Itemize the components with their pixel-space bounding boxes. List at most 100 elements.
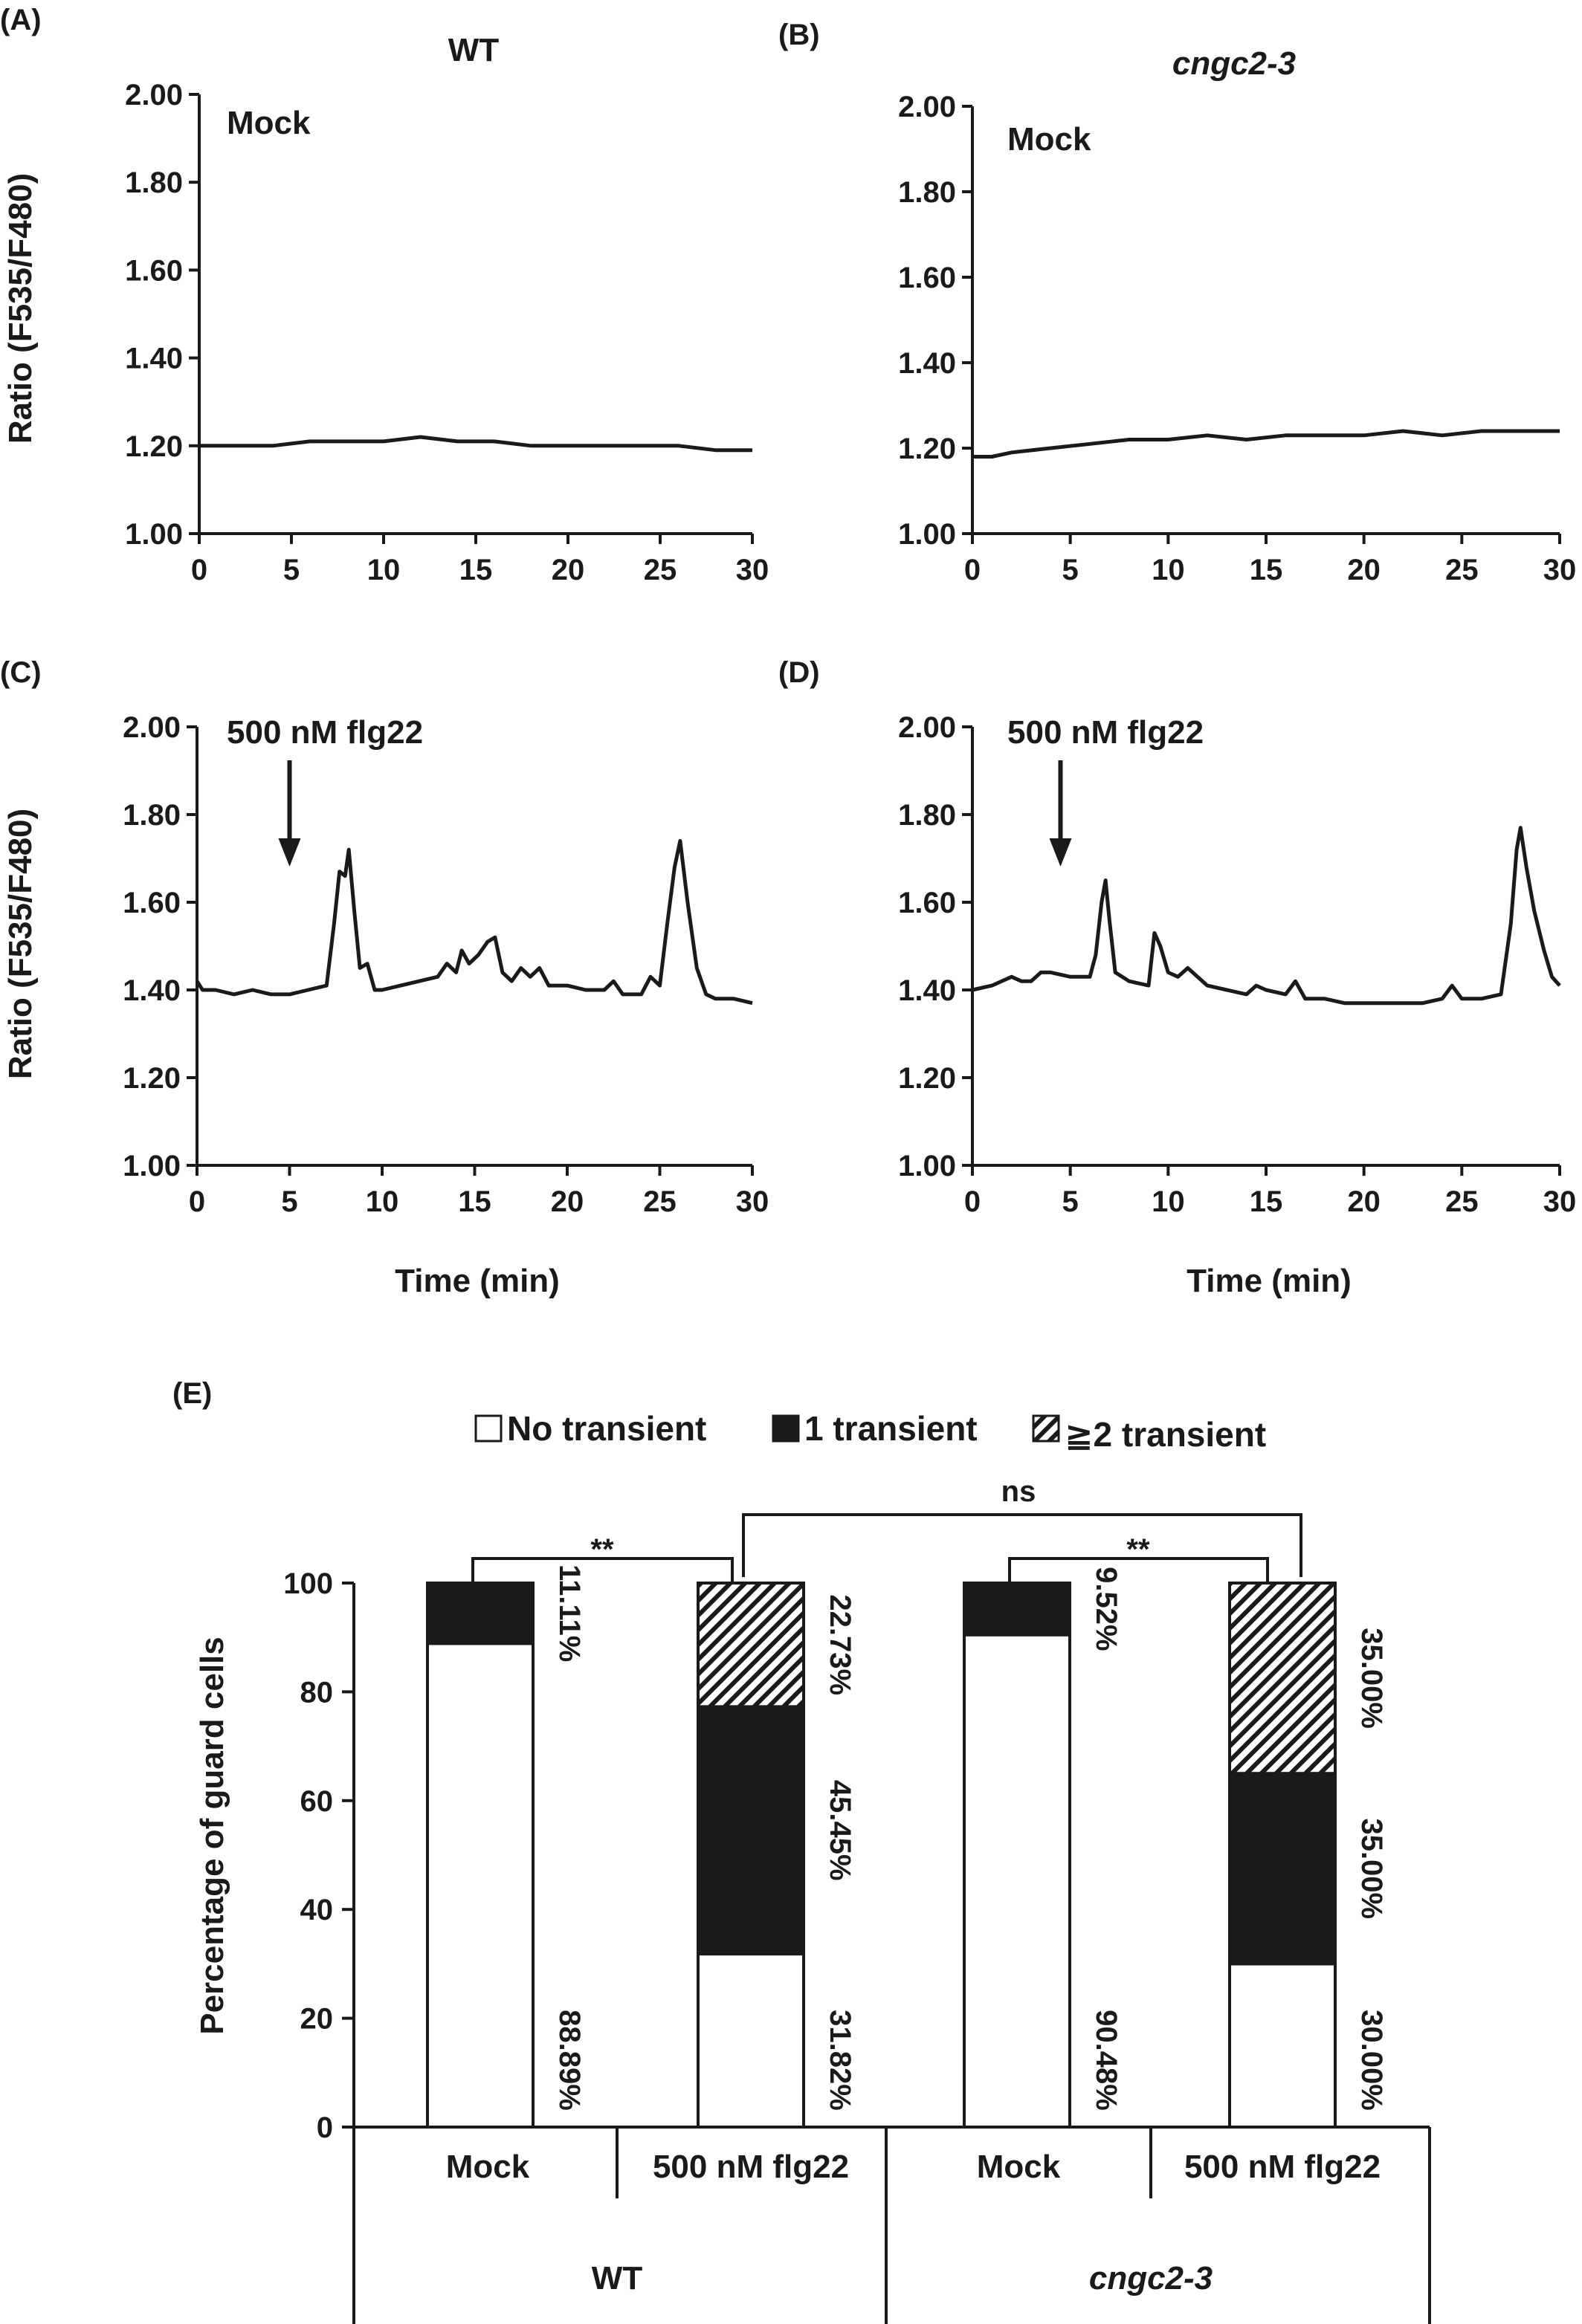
- y-tick-label: 80: [300, 1676, 334, 1709]
- panel-b: (B) cngc2-3 Mock 1.00 1.20 1.40 1.60 1.80 2.0…: [778, 19, 1576, 586]
- y-tick-label: 1.20: [123, 1062, 181, 1095]
- sig-label-cngc: **: [1126, 1533, 1150, 1566]
- bar-segment-1-transient: [963, 1582, 1071, 1637]
- panel-annotation: 500 nM flg22: [227, 714, 423, 751]
- x-axis-label: Time (min): [395, 1263, 560, 1299]
- x-tick-label: 15: [458, 1185, 491, 1218]
- y-tick-label: 60: [300, 1785, 334, 1818]
- x-tick-label: 0: [964, 1185, 981, 1218]
- percent-label: 90.48%: [1090, 2010, 1123, 2111]
- x-tick-label: 10: [366, 1185, 399, 1218]
- y-tick-label: 1.40: [898, 974, 956, 1007]
- percent-label: 22.73%: [824, 1594, 856, 1695]
- y-tick-label: 1.80: [123, 799, 181, 832]
- percent-label: 35.00%: [1355, 1818, 1388, 1919]
- x-ticks: 0 5 10 15 20 25 30: [191, 534, 769, 586]
- condition-label: Mock: [977, 2149, 1061, 2185]
- x-tick-label: 0: [191, 554, 207, 586]
- legend-label-no-transient: No transient: [507, 1409, 706, 1448]
- x-tick-label: 20: [551, 1185, 584, 1218]
- x-tick-label: 20: [552, 554, 585, 586]
- y-ticks: 0 20 40 60 80 100: [283, 1567, 354, 2144]
- panel-letter: (D): [778, 656, 820, 689]
- percent-label: 31.82%: [824, 2010, 856, 2111]
- x-tick-label: 20: [1347, 1185, 1381, 1218]
- panel-letter: (A): [0, 4, 42, 36]
- y-tick-label: 1.40: [898, 347, 956, 380]
- y-tick-label: 1.20: [898, 1062, 956, 1095]
- y-tick-label: 1.80: [898, 799, 956, 832]
- y-tick-label: 40: [300, 1894, 334, 1926]
- ratio-trace: [199, 435, 752, 453]
- axes: [198, 94, 752, 535]
- bar-segment-no-transient: [697, 1952, 805, 2129]
- bar-segment-1-transient: [426, 1582, 535, 1645]
- panel-letter: (E): [172, 1377, 212, 1410]
- bar-segment-2-transient: [697, 1582, 805, 1709]
- percent-label: 88.89%: [553, 2010, 586, 2111]
- panel-e: (E) No transient 1 transient ≧2 transien…: [172, 1377, 1431, 2324]
- stacked-bars: [426, 1582, 1337, 2129]
- y-axis-label: Ratio (F535/F480): [2, 809, 39, 1079]
- panel-a: (A) WT Mock Ratio (F535/F480) 1.001.201.…: [0, 4, 769, 586]
- y-tick-label: 1.80: [898, 176, 956, 209]
- y-tick-label: 1.00: [898, 518, 956, 551]
- x-ticks: 0 5 10 15 20 25 30: [964, 1165, 1576, 1218]
- bar-segment-1-transient: [1228, 1772, 1337, 1966]
- y-tick-label: 100: [283, 1567, 333, 1600]
- x-tick-label: 25: [643, 1185, 677, 1218]
- x-tick-label: 15: [1250, 1185, 1283, 1218]
- panel-annotation: Mock: [227, 105, 311, 141]
- x-tick-label: 10: [1152, 1185, 1185, 1218]
- x-tick-label: 25: [644, 554, 677, 586]
- percent-labels: 88.89% 11.11% 31.82% 45.45% 22.73% 90.48% 9.52…: [553, 1564, 1388, 2111]
- legend-swatch-2-transient: [1032, 1414, 1060, 1443]
- ratio-trace: [972, 826, 1561, 1006]
- x-tick-label: 15: [1250, 554, 1283, 586]
- percent-label: 35.00%: [1355, 1628, 1388, 1729]
- axes: [196, 727, 752, 1167]
- panel-annotation: Mock: [1007, 121, 1091, 158]
- bar-segment-no-transient: [1228, 1962, 1337, 2129]
- y-tick-label: 1.80: [125, 166, 183, 199]
- x-tick-label: 5: [283, 554, 300, 586]
- x-tick-label: 30: [736, 1185, 769, 1218]
- treatment-arrow-icon: [1049, 760, 1072, 867]
- legend-label-2-transient: ≧2 transient: [1065, 1415, 1266, 1454]
- ratio-trace: [972, 429, 1560, 459]
- x-tick-label: 0: [189, 1185, 205, 1218]
- y-tick-label: 1.40: [123, 974, 181, 1007]
- condition-label: Mock: [446, 2149, 530, 2185]
- legend-swatch-1-transient: [772, 1414, 800, 1443]
- bracket-wt: [471, 1557, 734, 1583]
- y-ticks: 1.00 1.20 1.40 1.60 1.80 2.00: [123, 711, 197, 1182]
- x-tick-label: 30: [1543, 554, 1577, 586]
- panel-letter: (C): [0, 656, 42, 689]
- y-tick-label: 1.60: [125, 254, 183, 287]
- percent-label: 9.52%: [1090, 1567, 1123, 1651]
- y-axis-label: Ratio (F535/F480): [2, 173, 39, 444]
- y-tick-label: 1.20: [125, 430, 183, 463]
- x-tick-label: 5: [1062, 554, 1079, 586]
- sig-label-between: ns: [1001, 1475, 1036, 1508]
- panel-annotation: 500 nM flg22: [1007, 714, 1204, 751]
- x-tick-label: 25: [1445, 1185, 1479, 1218]
- bracket-cngc: [1008, 1557, 1269, 1583]
- bar-segment-2-transient: [1228, 1582, 1337, 1776]
- y-tick-label: 1.00: [125, 518, 183, 551]
- panel-letter: (B): [778, 19, 820, 51]
- arrow-head: [1049, 838, 1072, 867]
- y-tick-label: 2.00: [898, 711, 956, 744]
- y-tick-label: 2.00: [898, 91, 956, 123]
- y-ticks: 1.00 1.20 1.40 1.60 1.80 2.00: [898, 91, 972, 551]
- y-tick-label: 2.00: [123, 711, 181, 744]
- condition-label: 500 nM flg22: [1184, 2149, 1381, 2185]
- percent-label: 11.11%: [553, 1564, 586, 1662]
- y-tick-label: 2.00: [125, 79, 183, 111]
- treatment-arrow-icon: [278, 760, 301, 867]
- x-tick-label: 10: [1152, 554, 1185, 586]
- y-tick-label: 1.40: [125, 343, 183, 375]
- y-axis-label: Percentage of guard cells: [194, 1637, 230, 2035]
- y-tick-label: 1.60: [898, 887, 956, 919]
